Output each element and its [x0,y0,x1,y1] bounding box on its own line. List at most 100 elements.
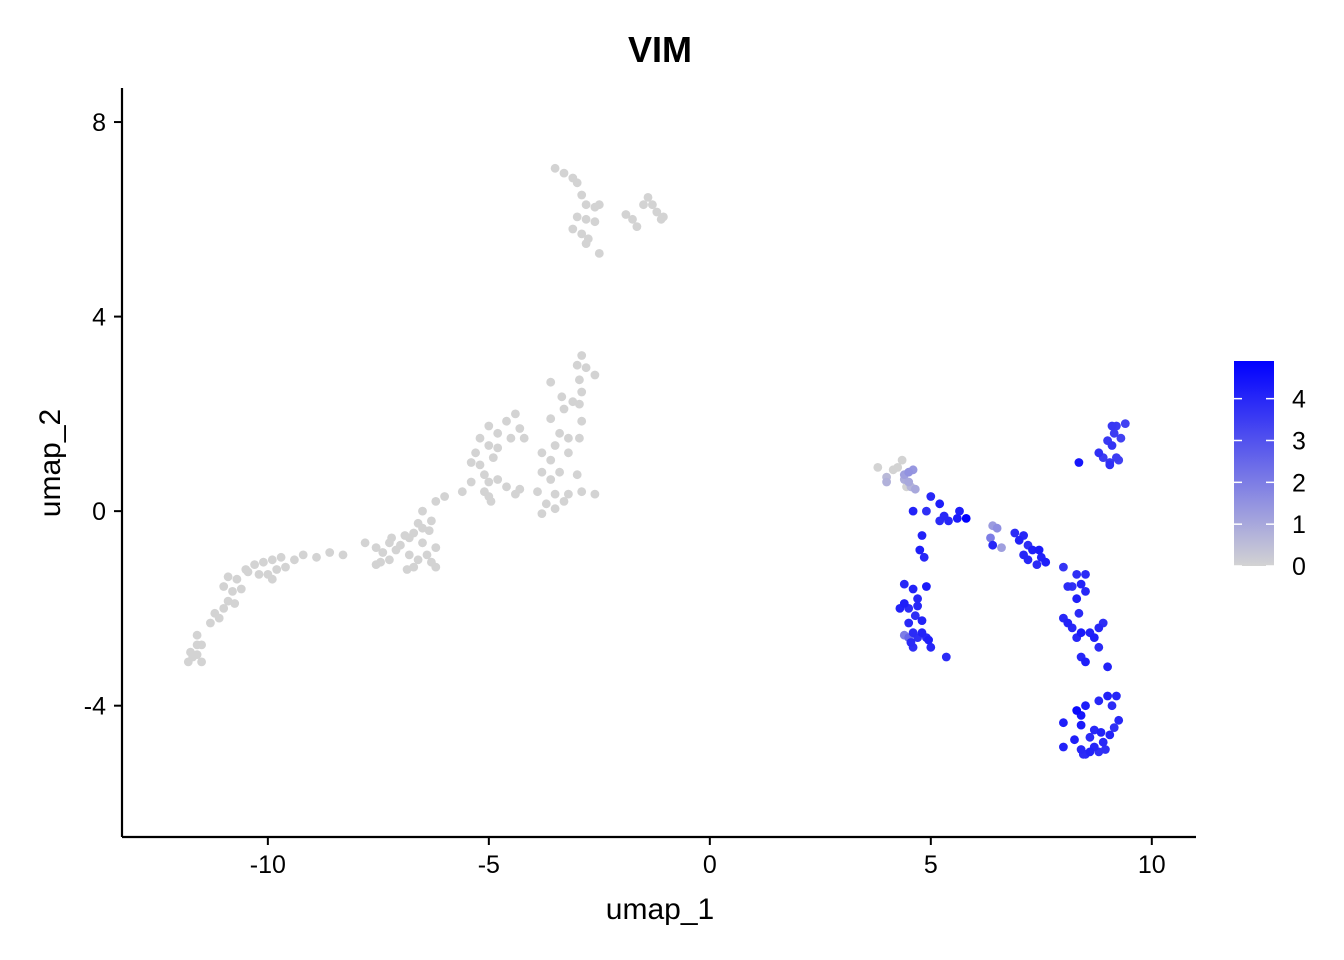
data-point [484,441,494,450]
data-point [1105,460,1115,470]
data-point [1070,735,1079,745]
data-point [223,572,233,582]
data-point [555,467,564,477]
data-point [466,458,476,467]
x-tick-label: 5 [924,851,938,879]
data-point [290,555,299,565]
data-point [546,414,556,424]
data-point [922,506,931,516]
data-point [648,200,657,210]
data-point [431,497,441,506]
data-point [1014,535,1024,545]
data-point [1107,701,1117,711]
data-point [493,443,503,453]
data-point [550,489,560,499]
data-point [986,533,995,543]
data-point [575,433,584,443]
x-tick-label: -10 [250,851,286,879]
data-point [537,467,547,477]
data-point [919,552,929,562]
data-point [1074,458,1084,467]
data-point [577,416,587,426]
data-point [572,178,582,188]
data-point [371,560,381,569]
data-point [652,207,662,217]
data-point [1081,657,1090,667]
data-point [493,475,503,484]
data-point [1096,728,1106,737]
data-point [1103,691,1112,701]
data-point [197,657,207,667]
data-point [1112,691,1121,701]
data-point [997,543,1006,552]
data-point [409,562,419,572]
data-point [621,210,631,219]
data-point [511,489,520,499]
colorbar-tick-label: 2 [1292,469,1306,497]
data-point [1081,587,1090,596]
data-point [904,477,914,487]
data-point [254,570,264,579]
data-point [577,229,587,239]
data-point [917,628,927,638]
data-point [550,441,560,450]
data-point [643,193,653,202]
y-tick-label: 0 [92,498,106,526]
data-point [484,477,494,487]
data-point [1032,560,1042,569]
data-point [1081,570,1090,579]
data-point [924,635,933,645]
data-point [550,504,560,514]
data-point [628,214,637,224]
data-point [577,190,587,200]
data-point [577,387,587,397]
data-point [519,433,529,443]
data-point [1085,732,1095,742]
color-legend: 0 1 2 3 4 [1234,361,1306,581]
data-point [915,545,925,555]
data-point [219,604,229,613]
data-point [1059,718,1068,728]
data-point [1076,745,1086,754]
x-tick-label: 10 [1138,851,1166,879]
data-point [404,550,414,560]
data-point [1107,441,1117,450]
colorbar-tick-label: 3 [1292,427,1306,455]
data-point [577,351,587,360]
data-point [1109,723,1119,732]
data-point [581,200,591,210]
data-point [908,506,918,516]
data-point [917,616,927,625]
x-axis: -10 -5 0 5 10 [122,835,1196,879]
data-point [590,370,600,380]
data-point [952,514,962,523]
data-point [400,531,410,540]
data-point [188,652,198,662]
data-point [899,579,909,589]
data-point [236,584,246,594]
data-point [371,543,381,552]
data-point [431,543,441,552]
data-point [422,550,432,560]
data-point [568,224,578,234]
data-point [484,421,494,431]
data-point [961,514,971,523]
data-point [546,455,556,465]
data-point [387,533,396,543]
data-point [1112,453,1121,462]
data-point [1041,557,1051,567]
data-point [475,460,485,470]
data-point [922,582,931,591]
data-point [1101,745,1110,754]
data-point [1028,545,1037,555]
data-point [557,392,567,402]
data-point [466,477,476,487]
data-point [232,574,242,584]
data-point [581,363,591,373]
data-point [904,618,914,628]
data-point [259,557,268,567]
y-axis-title: umap_2 [34,409,67,517]
data-point [575,375,584,385]
data-point [897,455,907,465]
